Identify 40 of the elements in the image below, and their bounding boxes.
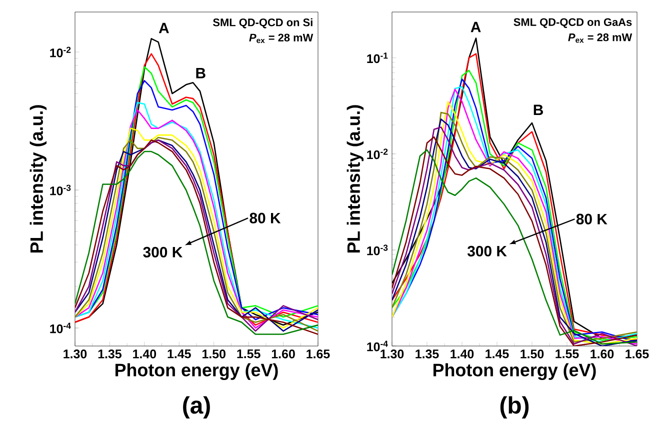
y-axis-title: PL intensity (a.u.) bbox=[346, 105, 364, 253]
y-tick-label: 10$^{-2}$ bbox=[50, 46, 71, 58]
y-axis-title: PL intensity (a.u.) bbox=[30, 105, 47, 253]
annotation: A bbox=[470, 22, 481, 32]
y-tick-label: 10$^{-1}$ bbox=[367, 52, 388, 64]
x-tick-label: 1.55 bbox=[237, 350, 260, 358]
x-tick-label: 1.35 bbox=[98, 350, 122, 358]
x-tick-label: 1.55 bbox=[556, 350, 579, 358]
y-tick-label: 10$^{-2}$ bbox=[367, 148, 388, 160]
annotation: 80 K bbox=[250, 212, 281, 224]
annotation: A bbox=[158, 22, 169, 34]
text: SML QD-QCD on Si bbox=[213, 18, 312, 28]
x-tick-label: 1.35 bbox=[416, 350, 439, 358]
annotation: B bbox=[534, 104, 543, 116]
text: (b) bbox=[500, 396, 529, 418]
x-tick-label: 1.60 bbox=[272, 350, 295, 358]
x-tick-label: 1.45 bbox=[168, 350, 191, 358]
annotation: 300 K bbox=[467, 246, 507, 256]
text: (a) bbox=[183, 396, 210, 418]
x-tick-label: 1.30 bbox=[380, 350, 404, 358]
x-axis-title: Photon energy (eV) bbox=[434, 363, 596, 380]
text: P$_{ex}$ = 28 mW bbox=[249, 34, 314, 44]
annotation: 300 K bbox=[143, 246, 183, 258]
x-tick-label: 1.65 bbox=[306, 350, 330, 358]
x-tick-label: 1.45 bbox=[486, 350, 509, 358]
x-tick-label: 1.65 bbox=[626, 350, 649, 358]
x-tick-label: 1.50 bbox=[202, 350, 226, 358]
annotation: 80 K bbox=[576, 214, 608, 224]
x-tick-label: 1.30 bbox=[64, 350, 87, 358]
text: SML QD-QCD on GaAs bbox=[514, 18, 632, 28]
x-tick-label: 1.40 bbox=[450, 350, 474, 358]
y-tick-label: 10$^{-3}$ bbox=[50, 184, 71, 196]
x-tick-label: 1.60 bbox=[590, 350, 614, 358]
x-tick-label: 1.40 bbox=[133, 350, 156, 358]
annotation: B bbox=[196, 68, 206, 78]
y-tick-label: 10$^{-4}$ bbox=[50, 322, 71, 334]
text: P$_{ex}$ = 28 mW bbox=[568, 33, 632, 43]
x-axis-title: Photon energy (eV) bbox=[116, 363, 278, 380]
x-tick-label: 1.50 bbox=[520, 350, 544, 358]
y-tick-label: 10$^{-3}$ bbox=[367, 244, 388, 256]
